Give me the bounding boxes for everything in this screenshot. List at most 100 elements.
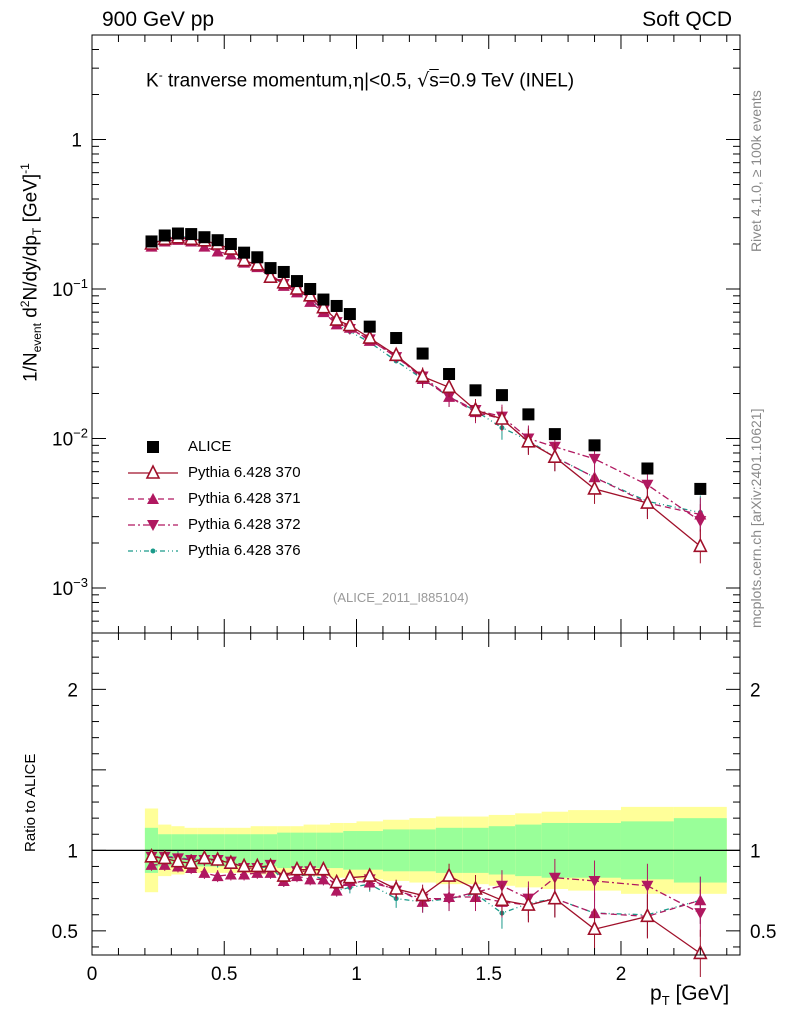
ratio-point-2 [588,875,601,887]
data-point-1 [362,329,378,344]
series-line-1 [151,237,701,547]
ratio-point-1 [145,858,158,870]
energy-label: 900 GeV pp [102,8,215,31]
ratio-point-0 [170,852,186,868]
ratio-y-tick-label-right: 1 [750,841,761,862]
ratio-y-tick-label: 2 [67,680,78,701]
y-tick-label: 10−3 [52,575,88,600]
data-point-3 [641,479,654,491]
ratio-point-0 [210,851,225,866]
data-point-2 [694,508,707,520]
ratio-point-0 [329,873,344,889]
ratio-point-0 [342,868,358,884]
data-point-0 [330,299,343,312]
data-point-0 [238,246,251,259]
data-point-0 [694,482,707,495]
data-point-1 [329,311,344,326]
data-point-1 [250,256,265,271]
data-point-0 [343,308,356,321]
data-point-3 [588,453,601,465]
ratio-point-1 [238,868,251,880]
ratio-point-0 [223,854,239,870]
ratio-point-0 [547,889,563,905]
data-point-0 [251,251,264,264]
ratio-point-0 [197,849,212,865]
ratio-point-0 [183,854,199,870]
ratio-point-0 [468,880,483,895]
data-point-1 [521,433,536,448]
ratio-point-0 [276,867,292,882]
x-tick-label: 0.5 [211,964,237,985]
ratio-point-0 [236,857,252,873]
data-point-1 [693,537,708,553]
data-point-1 [388,346,404,362]
ratio-point-1 [330,884,343,896]
data-point-1 [587,480,602,495]
data-point-0 [443,368,456,381]
data-point-0 [185,228,198,241]
data-point-0 [290,275,303,288]
data-point-0 [588,439,601,452]
data-point-0 [522,408,535,421]
ratio-point-1 [224,868,237,880]
ratio-point-1 [443,891,456,903]
data-point-1 [415,367,430,383]
data-point-0 [548,428,561,441]
data-point-0 [416,347,429,360]
ratio-y-tick-label-right: 2 [750,680,761,701]
data-point-1 [468,401,483,416]
ratio-point-0 [415,886,430,902]
data-point-0 [469,384,482,397]
data-point-0 [145,235,158,248]
x-tick-label: 0 [87,964,98,985]
process-label: Soft QCD [642,8,732,31]
data-point-1 [494,410,510,425]
data-point-1 [342,316,358,332]
ratio-point-0 [302,860,318,876]
legend-label-372: Pythia 6.428 372 [188,516,301,533]
data-point-2 [211,245,224,257]
data-point-0 [158,229,171,242]
main-frame [91,34,741,634]
legend-marker-4 [150,548,156,554]
data-point-0 [277,265,290,278]
ratio-point-0 [362,867,378,882]
ratio-point-0 [388,880,404,895]
legend-label-alice: ALICE [188,438,232,455]
ratio-point-0 [521,896,536,911]
data-point-1 [547,448,563,463]
ratio-point-1 [211,870,224,882]
data-point-1 [236,251,252,267]
ratio-point-0 [494,891,510,907]
data-point-1 [263,268,278,283]
data-point-0 [264,262,277,275]
legend-marker-1 [145,464,161,479]
ratio-point-0 [157,849,173,865]
ratio-point-0 [144,848,159,863]
x-axis-label: pT [GeV] [650,982,730,1009]
data-point-0 [317,293,330,306]
ratio-y-tick-label: 0.5 [52,922,78,943]
legend-label-371: Pythia 6.428 371 [188,490,301,507]
data-point-0 [363,320,376,333]
x-tick-label: 1.5 [476,964,502,985]
x-tick-label: 1 [351,964,362,985]
ratio-point-0 [316,860,331,876]
ratio-point-0 [250,857,265,873]
data-point-1 [640,494,655,509]
ratio-frame [91,632,741,956]
data-point-1 [441,378,457,394]
data-point-0 [304,282,317,295]
data-point-0 [171,227,184,240]
data-point-1 [289,280,305,295]
ratio-y-tick-label: 1 [67,841,78,862]
data-point-1 [276,274,292,289]
data-point-0 [198,231,211,244]
data-point-0 [390,332,403,345]
data-point-0 [641,462,654,475]
ratio-point-0 [289,860,305,876]
legend-label-370: Pythia 6.428 370 [188,464,301,481]
data-point-0 [211,234,224,247]
legend-marker-2 [147,493,159,504]
